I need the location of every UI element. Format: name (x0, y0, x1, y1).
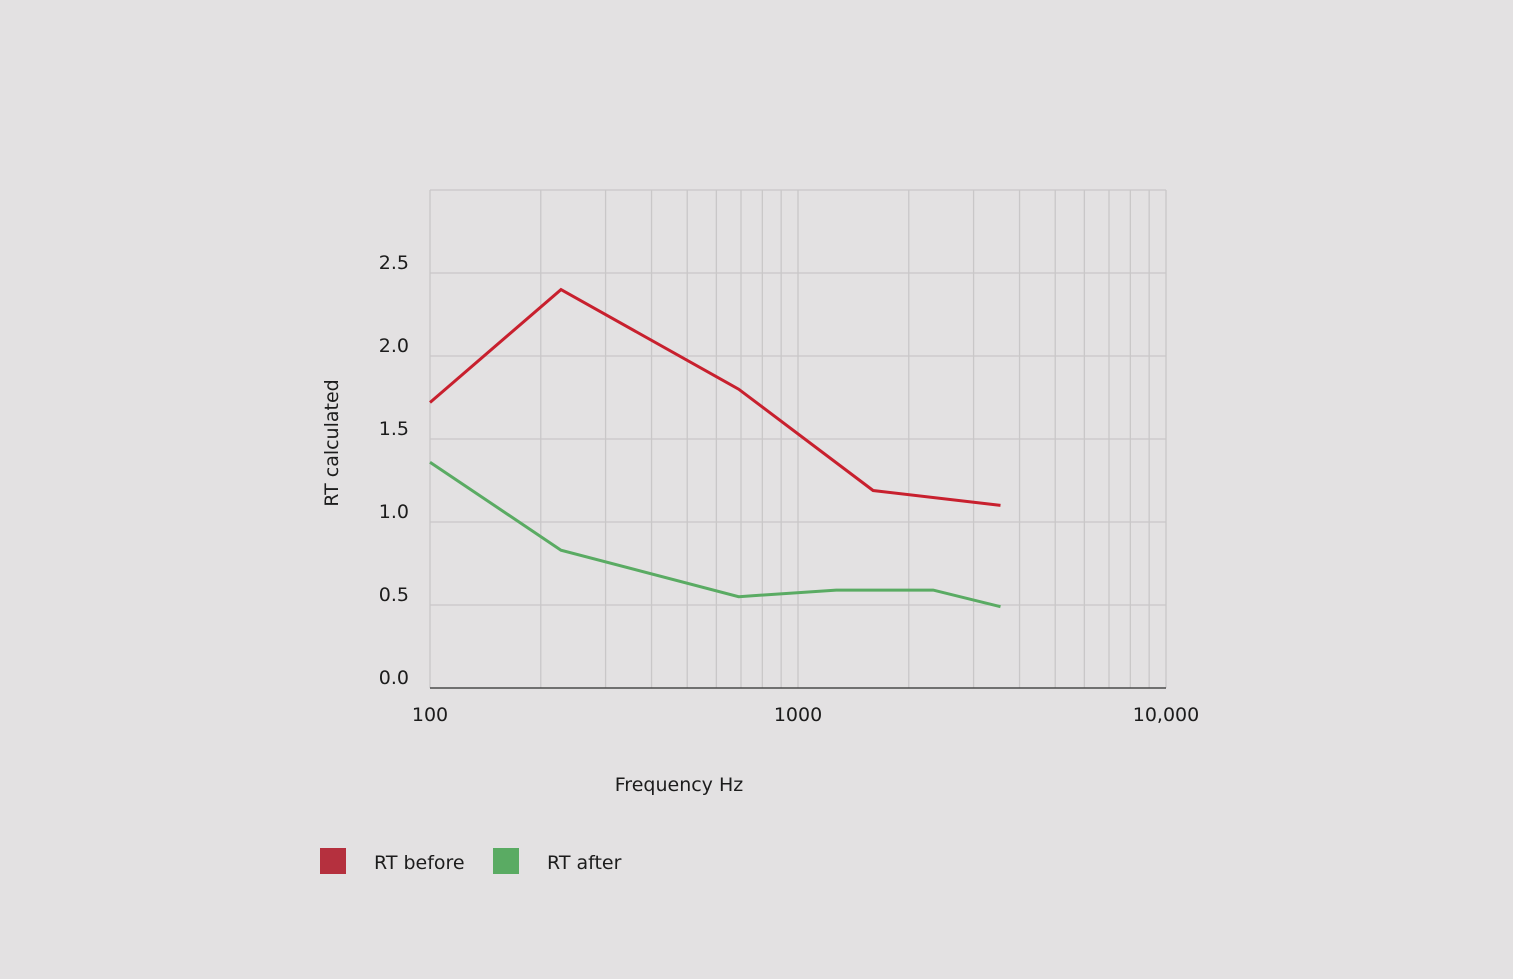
series-line-rt-after (429, 460, 1001, 609)
series-layer (429, 287, 1001, 609)
legend-swatch (320, 848, 346, 874)
axes: 0.0 0.5 1.0 1.5 2.0 2.5 100 1000 10,000 (379, 252, 1199, 726)
x-tick-label: 1000 (774, 704, 822, 726)
y-tick-label: 1.5 (379, 418, 409, 440)
legend: RT before RT after (320, 848, 622, 874)
y-axis-label: RT calculated (321, 379, 343, 506)
y-tick-label: 0.0 (379, 667, 409, 689)
y-tick-label: 1.0 (379, 501, 409, 523)
legend-swatch (493, 848, 519, 874)
series-line-rt-before (429, 287, 1001, 507)
y-tick-label: 2.5 (379, 252, 409, 274)
legend-label: RT before (374, 852, 465, 874)
y-tick-label: 2.0 (379, 335, 409, 357)
y-tick-label: 0.5 (379, 584, 409, 606)
legend-label: RT after (547, 852, 622, 874)
x-tick-label: 100 (412, 704, 448, 726)
grid (429, 189, 1167, 688)
x-axis-label: Frequency Hz (615, 774, 743, 796)
x-tick-label: 10,000 (1133, 704, 1199, 726)
